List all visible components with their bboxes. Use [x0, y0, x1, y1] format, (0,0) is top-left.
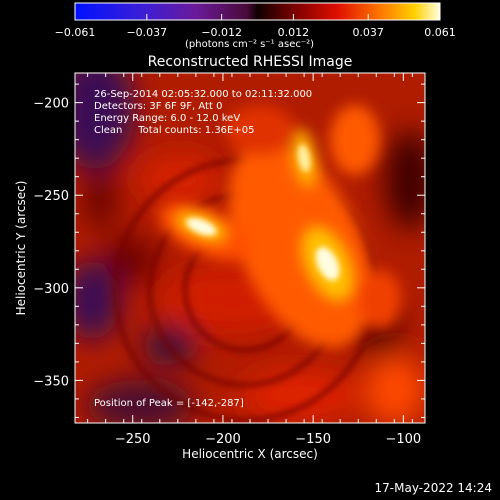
x-tick-label: −100: [385, 432, 421, 447]
x-tick-label: −150: [295, 432, 331, 447]
heatmap-image: [75, 73, 425, 423]
colorbar-units-label: (photons cm⁻² s⁻¹ asec⁻²): [185, 39, 315, 50]
y-tick-label: −200: [33, 97, 69, 112]
y-tick-label: −300: [33, 282, 69, 297]
source-core-1: [315, 246, 340, 281]
source-core-2: [297, 144, 311, 173]
info-line-detectors: Detectors: 3F 6F 9F, Att 0: [94, 101, 223, 112]
y-tick-label: −250: [33, 189, 69, 204]
x-tick-label: −200: [205, 432, 241, 447]
footer-date: 17-May-2022 14:24: [374, 481, 492, 495]
colorbar-tick-label: 0.012: [278, 26, 310, 39]
colorbar-tick-label: −0.061: [55, 26, 96, 39]
source-core-0: [186, 217, 217, 236]
colorbar-tick-label: −0.037: [126, 26, 167, 39]
info-line-clean: Clean Total counts: 1.36E+05: [94, 125, 255, 136]
x-axis-label: Heliocentric X (arcsec): [182, 447, 318, 461]
y-axis-label: Heliocentric Y (arcsec): [14, 180, 28, 316]
x-tick-label: −250: [115, 432, 151, 447]
colorbar-tick-label: 0.037: [352, 26, 384, 39]
colorbar-tick-label: 0.061: [424, 26, 456, 39]
colorbar-ticks: −0.061 −0.037 −0.012 0.012 0.037 0.061: [55, 14, 456, 39]
y-tick-label: −350: [33, 374, 69, 389]
colorbar-gradient: [74, 2, 441, 21]
colorbar-svg: −0.061 −0.037 −0.012 0.012 0.037 0.061: [55, 2, 456, 39]
info-line-time-range: 26-Sep-2014 02:05:32.000 to 02:11:32.000: [94, 89, 313, 100]
peak-position-label: Position of Peak = [-142,-287]: [94, 398, 244, 409]
x-axis: −250 −200 −150 −100: [87, 73, 421, 447]
y-axis: −200 −250 −300 −350: [33, 83, 425, 418]
chart-title: Reconstructed RHESSI Image: [147, 54, 353, 70]
colorbar-tick-label: −0.012: [201, 26, 242, 39]
info-line-energy: Energy Range: 6.0 - 12.0 keV: [94, 113, 241, 124]
